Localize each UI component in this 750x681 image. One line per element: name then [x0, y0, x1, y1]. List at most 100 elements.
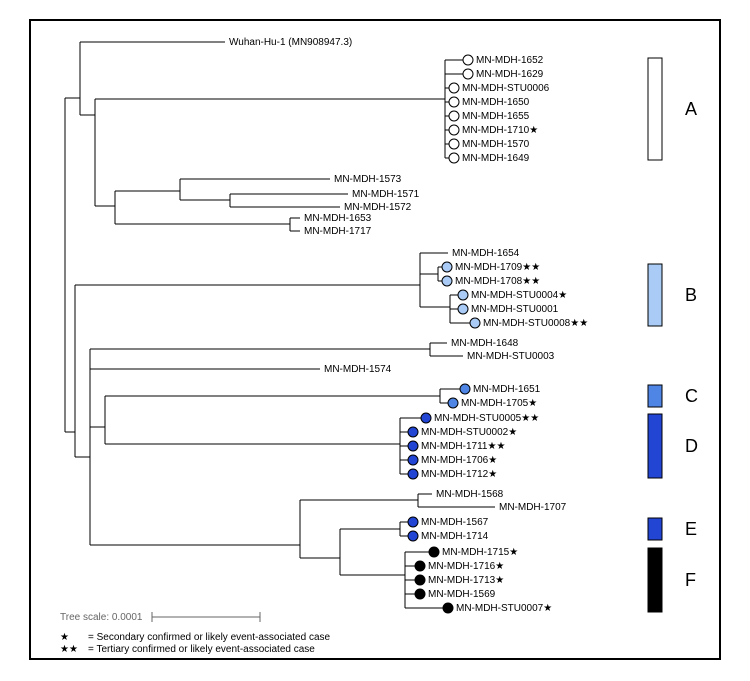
tip-marker: [463, 55, 473, 65]
tip-marker: [449, 139, 459, 149]
star-icon: ★: [528, 398, 537, 409]
group-bar: [648, 518, 662, 540]
tip-label: MN-MDH-1571: [352, 189, 420, 200]
tip-label: MN-MDH-1574: [324, 364, 392, 375]
tip-label: MN-MDH-1707: [499, 502, 567, 513]
star-icon: ★: [495, 575, 504, 586]
star-icon: ★: [558, 290, 567, 301]
star-icon: ★★: [521, 413, 539, 424]
tip-label: MN-MDH-1653: [304, 213, 372, 224]
group-label: B: [685, 285, 697, 305]
tip-label: MN-MDH-1716★: [428, 561, 504, 572]
star-icon: ★: [508, 427, 517, 438]
tip-label: MN-MDH-1651: [473, 384, 541, 395]
tip-marker: [463, 69, 473, 79]
tip-label: MN-MDH-1569: [428, 589, 496, 600]
tip-label: MN-MDH-1712★: [421, 469, 497, 480]
tip-label: MN-MDH-1629: [476, 69, 544, 80]
star-icon: ★: [509, 547, 518, 558]
phylogenetic-tree: Wuhan-Hu-1 (MN908947.3) MN-MDH-1652 MN-MDH…: [0, 0, 750, 681]
tip-marker: [460, 384, 470, 394]
legend-star-icon: ★★: [60, 644, 78, 655]
star-icon: ★: [529, 125, 538, 136]
tip-marker: [449, 153, 459, 163]
tip-marker: [442, 262, 452, 272]
scale-label: Tree scale: 0.0001: [60, 612, 143, 623]
group-label: F: [685, 570, 696, 590]
tip-label: MN-MDH-1713★: [428, 575, 504, 586]
legend-text: = Secondary confirmed or likely event-as…: [88, 632, 331, 643]
tip-marker: [470, 318, 480, 328]
star-icon: ★: [495, 561, 504, 572]
frame-border: [30, 20, 720, 659]
tip-label: MN-MDH-STU0006: [462, 83, 550, 94]
tip-marker: [458, 290, 468, 300]
tip-label: MN-MDH-1649: [462, 153, 530, 164]
tip-label: MN-MDH-1705★: [461, 398, 537, 409]
tip-label: MN-MDH-STU0004★: [471, 290, 567, 301]
group-bar: [648, 264, 662, 326]
tip-marker: [429, 547, 439, 557]
tip-marker: [415, 575, 425, 585]
tip-marker: [408, 441, 418, 451]
tip-label: MN-MDH-1570: [462, 139, 530, 150]
tip-marker: [449, 125, 459, 135]
group-bar: [648, 548, 662, 612]
star-icon: ★: [543, 603, 552, 614]
tip-label: MN-MDH-1567: [421, 517, 489, 528]
group-bar: [648, 414, 662, 478]
tip-marker: [408, 469, 418, 479]
tip-label: MN-MDH-1652: [476, 55, 544, 66]
tip-marker: [458, 304, 468, 314]
tip-label: MN-MDH-STU0003: [467, 351, 555, 362]
group-label: E: [685, 519, 697, 539]
tip-marker: [449, 111, 459, 121]
group-label: A: [685, 99, 697, 119]
tip-label: MN-MDH-1648: [451, 338, 519, 349]
legend-text: = Tertiary confirmed or likely event-ass…: [88, 644, 315, 655]
tip-label: MN-MDH-1708★★: [455, 276, 540, 287]
tip-label: MN-MDH-1715★: [442, 547, 518, 558]
tip-label: MN-MDH-STU0008★★: [483, 318, 588, 329]
tip-marker: [449, 97, 459, 107]
star-icon: ★★: [522, 276, 540, 287]
tip-marker: [448, 398, 458, 408]
tip-label: MN-MDH-1655: [462, 111, 530, 122]
tip-marker: [443, 603, 453, 613]
tip-label: MN-MDH-1572: [344, 202, 412, 213]
tip-label: MN-MDH-1717: [304, 226, 372, 237]
tip-label: MN-MDH-1568: [436, 489, 504, 500]
tip-marker: [408, 427, 418, 437]
star-icon: ★★: [570, 318, 588, 329]
tip-marker: [421, 413, 431, 423]
tip-marker: [442, 276, 452, 286]
tip-label: MN-MDH-STU0005★★: [434, 413, 539, 424]
tip-marker: [408, 517, 418, 527]
tip-marker: [449, 83, 459, 93]
group-bar: [648, 58, 662, 160]
tip-label: MN-MDH-STU0002★: [421, 427, 517, 438]
tip-marker: [415, 561, 425, 571]
star-icon: ★: [488, 469, 497, 480]
legend-star-icon: ★: [60, 632, 69, 643]
tip-label: MN-MDH-1709★★: [455, 262, 540, 273]
tip-marker: [408, 455, 418, 465]
tip-label: MN-MDH-1711★★: [421, 441, 505, 452]
tip-marker: [408, 531, 418, 541]
tip-label: MN-MDH-STU0007★: [456, 603, 552, 614]
tip-label: Wuhan-Hu-1 (MN908947.3): [229, 37, 352, 48]
tip-label: MN-MDH-1650: [462, 97, 530, 108]
tip-label: MN-MDH-1710★: [462, 125, 538, 136]
star-icon: ★: [488, 455, 497, 466]
star-icon: ★★: [488, 441, 506, 452]
group-label: C: [685, 386, 698, 406]
tip-label: MN-MDH-1706★: [421, 455, 497, 466]
star-icon: ★★: [522, 262, 540, 273]
group-bar: [648, 385, 662, 407]
tip-marker: [415, 589, 425, 599]
tip-label: MN-MDH-1714: [421, 531, 489, 542]
tip-label: MN-MDH-1573: [334, 174, 402, 185]
tip-label: MN-MDH-STU0001: [471, 304, 559, 315]
group-label: D: [685, 436, 698, 456]
tip-label: MN-MDH-1654: [452, 248, 520, 259]
